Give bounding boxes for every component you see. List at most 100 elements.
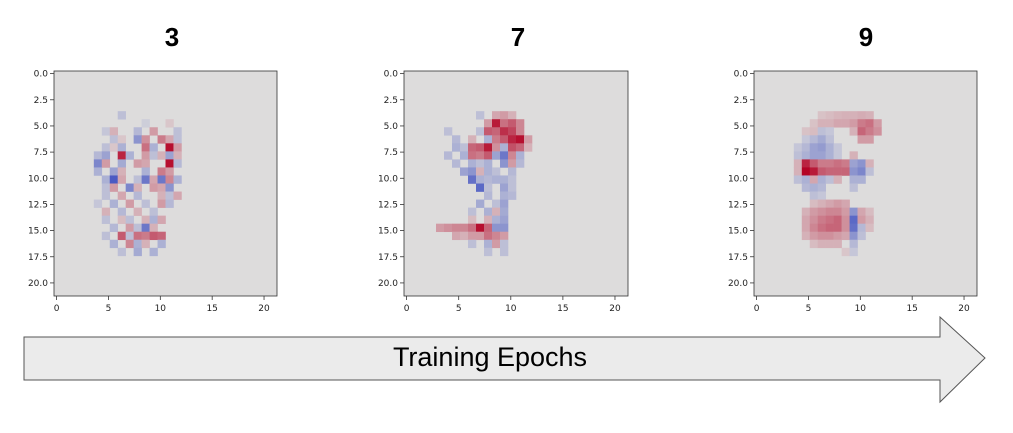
heatmap-cell [141,215,150,224]
heatmap-cell [825,135,834,144]
heatmap-cell [492,151,501,160]
panel-title-1: 3 [164,22,180,52]
heatmap-cell [825,143,834,152]
heatmap-cell [508,151,517,160]
y-tick-label: 10.0 [728,174,748,184]
y-tick-label: 0.0 [384,70,399,80]
heatmap-cell [149,247,158,257]
heatmap-cell [849,159,858,168]
heatmap-cell [809,175,819,184]
y-tick-label: 7.5 [734,148,748,158]
heatmap-cell [157,151,166,160]
heatmap-cell [149,143,158,152]
heatmap-cell [117,111,126,120]
heatmap-cell [149,183,158,192]
heatmap-cell [857,135,866,144]
heatmap-cell [849,239,858,249]
heatmap-cell [484,151,493,160]
heatmap-cell [117,207,126,216]
heatmap-cell [141,159,150,168]
heatmap-cell [93,167,103,176]
heatmap-cell [849,175,858,184]
heatmap-cell [133,223,142,233]
heatmap-cell [125,199,134,208]
heatmap-cell [825,199,834,208]
heatmap-cell [817,143,826,152]
heatmap-cell [476,111,485,120]
heatmap-cell [165,175,174,184]
heatmap-cell [857,215,866,224]
panel-title-3: 9 [858,22,874,52]
x-tick-label: 20 [258,304,270,314]
heatmap-cell [817,127,826,136]
heatmap-cell [817,111,826,120]
heatmap-cell [849,119,858,128]
heatmap-cell [173,175,182,184]
y-tick-label: 0.0 [734,70,749,80]
heatmap-cell [468,223,477,233]
heatmap-cell [452,223,461,233]
heatmap-cell [149,175,158,184]
heatmap-cell [460,143,469,152]
heatmap-cell [492,239,501,249]
heatmap-cell [508,167,517,176]
y-tick-label: 17.5 [28,253,48,263]
heatmap-panel-3: 0 5 10 15 20 0.0 2.5 5.0 7.5 10.0 12.5 15.0 17.5 20.0 [728,70,978,314]
heatmap-cell [93,151,103,160]
heatmap-cell [825,119,834,128]
heatmap-cell [492,167,501,176]
heatmap-cell [849,111,858,120]
heatmap-cell [117,231,126,241]
heatmap-cell [516,143,525,152]
heatmap-cell [817,215,826,224]
heatmap-cell [500,143,509,152]
heatmap-cell [468,207,477,216]
heatmap-cell [849,231,858,241]
heatmap-cell [809,127,819,136]
heatmap-cell [141,167,150,176]
heatmap-cell [492,215,501,224]
heatmap-cell [476,167,485,176]
heatmap-cell [476,151,485,160]
heatmap-cell [801,159,811,168]
panel-title-2: 7 [510,22,526,52]
heatmap-cell [492,175,501,184]
x-tick-label: 15 [206,304,217,314]
heatmap-cell [865,215,874,224]
heatmap-cell [793,151,803,160]
x-tick-label: 0 [54,304,60,314]
heatmap-cell [500,175,509,184]
heatmap-cell [825,223,834,233]
heatmap-cell [109,167,119,176]
heatmap-cell [117,167,126,176]
x-tick-label: 10 [155,304,167,314]
y-tick-label: 12.5 [378,200,398,210]
y-tick-label: 5.0 [384,122,399,132]
heatmap-cell [841,111,850,120]
heatmap-cell [101,207,111,216]
heatmap-cell [157,167,166,176]
heatmap-cell [825,167,834,176]
heatmap-cell [484,215,493,224]
heatmap-cell [173,127,182,136]
heatmap-cell [492,143,501,152]
heatmap-cell [841,215,850,224]
heatmap-cell [484,191,493,200]
heatmap-cell [825,207,834,216]
heatmap-cell [149,223,158,233]
heatmap-cell [500,215,509,224]
heatmap-cell [841,223,850,233]
heatmap-cell [833,111,842,120]
heatmap-cell [157,215,166,224]
heatmap-cell [833,119,842,128]
heatmap-cell [125,239,134,249]
y-tick-label: 5.0 [34,122,49,132]
heatmap-cell [173,135,182,144]
heatmap-cell [500,119,509,128]
heatmap-cell [101,143,111,152]
heatmap-cell [841,207,850,216]
heatmap-cell [817,135,826,144]
heatmap-cell [157,239,166,249]
heatmap-cell [865,111,874,120]
heatmap-cell [157,183,166,192]
